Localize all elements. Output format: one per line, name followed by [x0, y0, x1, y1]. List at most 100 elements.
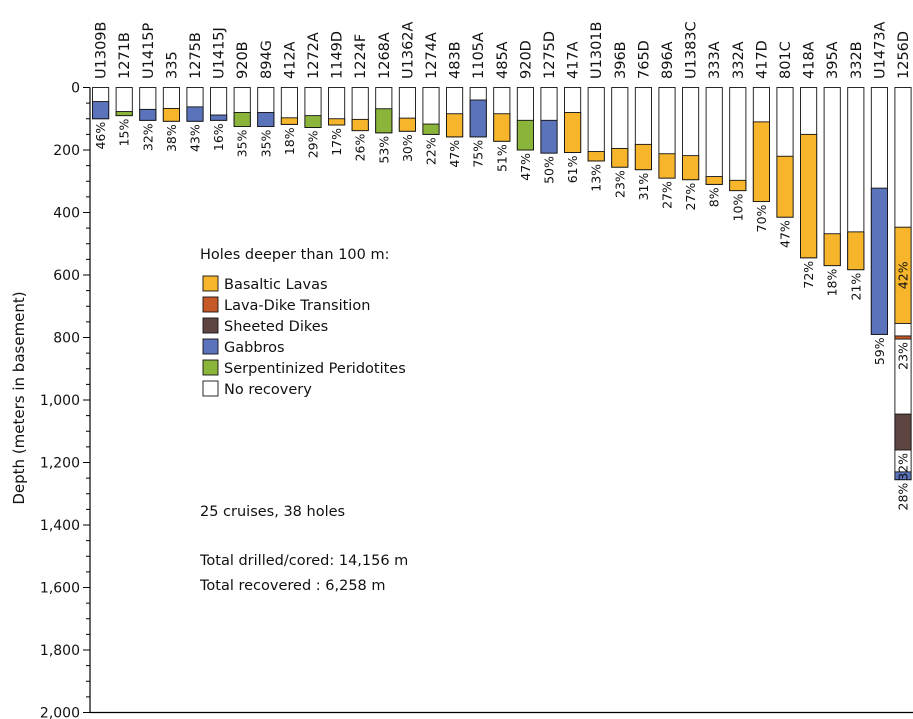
legend-label-transition: Lava-Dike Transition [224, 298, 370, 314]
hole-label-1271B: 1271B [117, 32, 133, 79]
legend-swatch-gabbro [202, 338, 219, 355]
bar-segment-412A-basalt [280, 117, 298, 125]
hole-label-483B: 483B [448, 41, 464, 79]
total-recovered-annotation: Total recovered : 6,258 m [199, 578, 386, 594]
recovery-label-1275D: 50% [542, 156, 557, 184]
y-tick-label: 0 [71, 81, 80, 97]
y-axis: 0 200 400 600 800 1,000 1,200 1,400 1,600 1,800 2,… [40, 81, 913, 719]
segment-percent-1256D-gabbro: 28% [896, 483, 911, 511]
hole-label-894G: 894G [259, 40, 275, 79]
recovery-label-412A: 18% [282, 127, 297, 155]
bar-segment-1275D-gabbro [540, 119, 558, 154]
hole-label-U1415P: U1415P [141, 22, 157, 79]
hole-label-U1309B: U1309B [94, 22, 110, 79]
bar-segment-1256D-dikes [894, 413, 912, 451]
bar-segment-335-basalt [162, 107, 180, 122]
annotations: 25 cruises, 38 holes Total drilled/cored… [199, 504, 408, 594]
y-tick-label: 400 [53, 206, 80, 222]
bar-segment-1275B-gabbro [186, 106, 204, 122]
recovery-label-1275B: 43% [188, 124, 203, 152]
recovery-label-333A: 8% [707, 187, 722, 207]
y-tick-label: 1,000 [40, 393, 80, 409]
bar-segment-332A-basalt [729, 179, 747, 192]
cruises-annotation: 25 cruises, 38 holes [200, 504, 345, 520]
recovery-label-1272A: 29% [306, 130, 321, 158]
recovery-label-920B: 35% [235, 129, 250, 157]
recovery-label-335: 38% [164, 124, 179, 152]
legend-label-basalt: Basaltic Lavas [224, 277, 328, 293]
recovery-label-483B: 47% [447, 140, 462, 168]
legend-label-dikes: Sheeted Dikes [224, 319, 328, 335]
recovery-label-395A: 18% [825, 269, 840, 297]
bar-segment-U1309B-gabbro [92, 101, 110, 120]
hole-label-U1362A: U1362A [400, 21, 416, 79]
recovery-label-332B: 21% [848, 273, 863, 301]
bar-outline-332A [729, 87, 747, 192]
bar-segment-417A-basalt [564, 112, 582, 153]
bar-segment-920D-serp [516, 119, 534, 151]
hole-label-396B: 396B [613, 41, 629, 79]
hole-label-1224F: 1224F [353, 34, 369, 79]
bar-segment-332B-basalt [847, 231, 865, 271]
bar-segment-418A-basalt [800, 133, 818, 259]
y-tick-label: 800 [53, 331, 80, 347]
y-tick-label: 200 [53, 143, 80, 159]
bar-segment-396B-basalt [611, 147, 629, 168]
y-tick-label: 1,800 [40, 643, 80, 659]
legend-title: Holes deeper than 100 m: [200, 247, 389, 263]
bar-segment-765D-basalt [634, 143, 652, 171]
recovery-label-U1362A: 30% [400, 134, 415, 162]
bar-segment-483B-basalt [446, 113, 464, 138]
recovery-label-U1415P: 32% [140, 123, 155, 151]
bar-outline-U1301B [587, 87, 605, 162]
hole-label-1275B: 1275B [188, 32, 204, 79]
y-tick-label: 1,600 [40, 581, 80, 597]
hole-label-395A: 395A [825, 41, 841, 79]
hole-label-335: 335 [164, 51, 180, 79]
hole-label-332B: 332B [849, 41, 865, 79]
y-tick-label: 2,000 [40, 706, 80, 719]
recovery-label-1271B: 15% [117, 119, 132, 147]
legend-swatch-dikes [202, 317, 219, 334]
bar-segment-1256D-transition [894, 335, 912, 340]
hole-label-1268A: 1268A [377, 32, 393, 79]
bar-segment-801C-basalt [776, 155, 794, 218]
hole-label-332A: 332A [731, 41, 747, 79]
hole-label-417A: 417A [566, 41, 582, 79]
bar-segment-1272A-serp [304, 115, 322, 128]
y-tick-label: 1,200 [40, 456, 80, 472]
hole-label-418A: 418A [802, 41, 818, 79]
bar-segment-U1473A-gabbro [870, 187, 888, 335]
hole-label-417D: 417D [754, 40, 770, 79]
percent-labels-group: 46% 15% 32% 38% 43% 16% 35% 35% 18% 29% 17% 26% 53% 3… [93, 119, 911, 511]
hole-label-333A: 333A [707, 41, 723, 79]
recovery-label-1268A: 53% [376, 136, 391, 164]
recovery-label-485A: 51% [494, 144, 509, 172]
recovery-label-U1309B: 46% [93, 122, 108, 150]
bars-group [92, 87, 912, 481]
bar-segment-485A-basalt [493, 113, 511, 142]
recovery-label-1224F: 26% [353, 134, 368, 162]
recovery-label-U1415J: 16% [211, 123, 226, 151]
hole-label-412A: 412A [282, 41, 298, 79]
hole-label-U1415J: U1415J [212, 27, 228, 79]
hole-label-801C: 801C [778, 41, 794, 79]
bar-segment-1268A-serp [375, 108, 393, 134]
recovery-label-1274A: 22% [424, 137, 439, 165]
bar-segment-896A-basalt [658, 153, 676, 179]
hole-label-1275D: 1275D [542, 31, 558, 79]
recovery-label-894G: 35% [258, 129, 273, 157]
bar-segment-1256D-basalt [894, 226, 912, 324]
legend-swatch-none [202, 380, 219, 397]
hole-label-1149D: 1149D [330, 31, 346, 79]
bar-segment-U1383C-basalt [682, 155, 700, 181]
legend-swatch-basalt [202, 275, 219, 292]
hole-label-896A: 896A [660, 41, 676, 79]
recovery-label-1105A: 75% [471, 140, 486, 168]
hole-label-1256D: 1256D [896, 31, 912, 79]
bar-segment-920B-serp [233, 112, 251, 128]
legend-label-gabbro: Gabbros [224, 340, 285, 356]
hole-label-1272A: 1272A [306, 32, 322, 79]
recovery-label-U1301B: 13% [589, 164, 604, 192]
